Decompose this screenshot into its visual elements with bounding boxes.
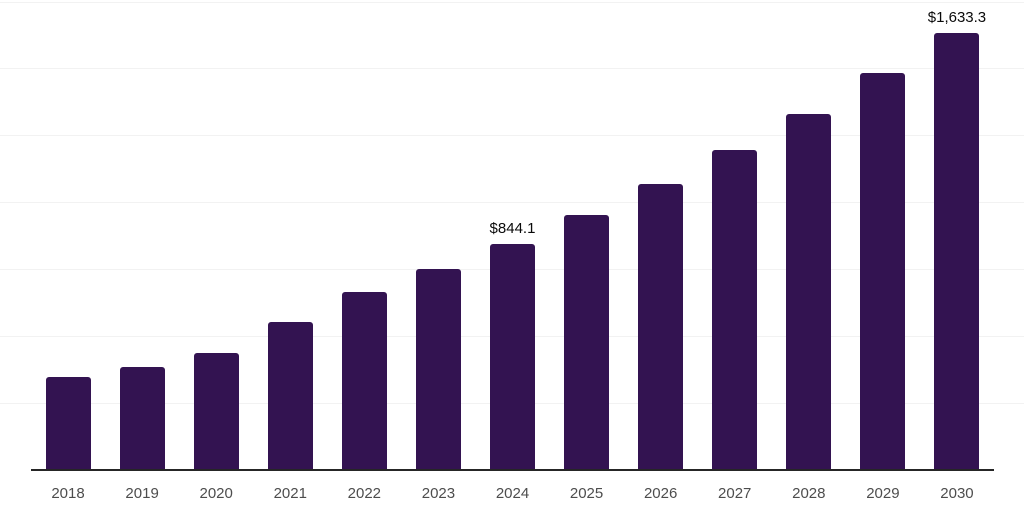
x-tick-label: 2024: [495, 485, 530, 502]
gridline: [0, 1, 1024, 3]
x-tick-label: 2029: [866, 485, 900, 502]
bar-value-label: $844.1: [489, 220, 536, 238]
x-tick-label: 2028: [792, 485, 826, 502]
x-tick-label: 2018: [51, 485, 85, 502]
bar-value-label: $1,633.3: [927, 9, 987, 27]
bar: [490, 244, 535, 469]
bar: [786, 114, 832, 469]
x-tick-label: 2022: [347, 485, 382, 502]
bar: [712, 150, 758, 469]
x-axis-line: [31, 469, 994, 471]
x-tick-label: 2019: [125, 485, 159, 502]
bar: [193, 352, 239, 469]
bar: [267, 321, 313, 469]
x-tick-label: 2020: [199, 485, 233, 502]
x-tick-label: 2026: [643, 485, 678, 502]
x-tick-label: 2027: [718, 485, 752, 502]
bar: [564, 215, 610, 469]
bar: [119, 366, 165, 469]
x-tick-label: 2025: [569, 485, 604, 502]
gridline: [0, 68, 1024, 70]
bar: [45, 377, 91, 469]
x-tick-label: 2021: [273, 485, 307, 502]
bar: [638, 184, 684, 469]
x-tick-label: 2023: [421, 485, 456, 502]
bar: [934, 33, 980, 469]
bar: [415, 269, 461, 469]
x-tick-label: 2030: [940, 485, 974, 502]
bar: [860, 73, 906, 469]
bar: [341, 292, 387, 469]
